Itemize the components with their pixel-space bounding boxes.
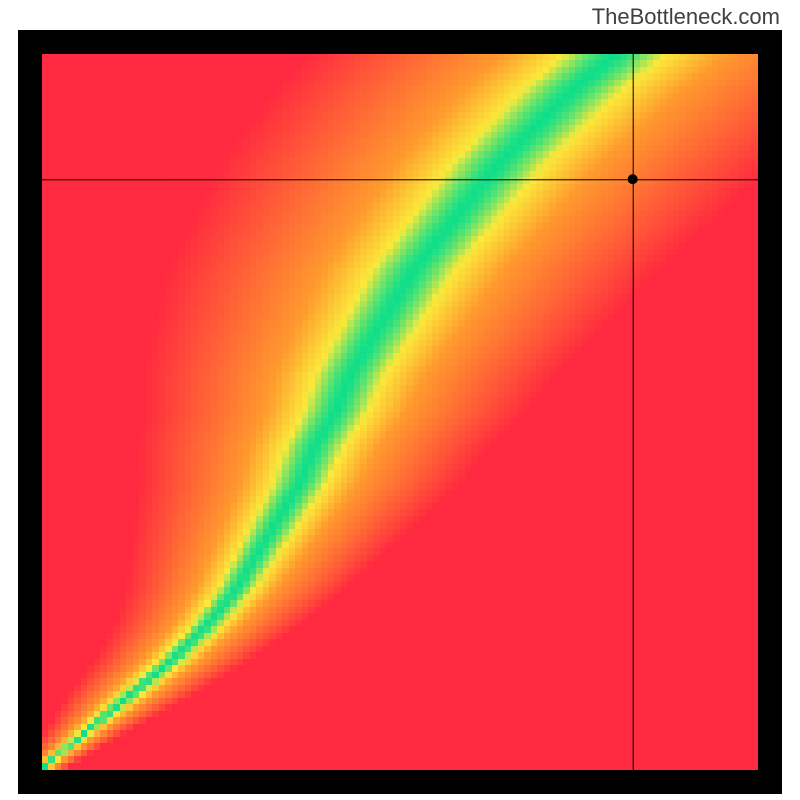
heatmap-canvas — [42, 54, 758, 770]
watermark-text: TheBottleneck.com — [592, 4, 780, 30]
heatmap-canvas-wrap — [42, 54, 758, 770]
